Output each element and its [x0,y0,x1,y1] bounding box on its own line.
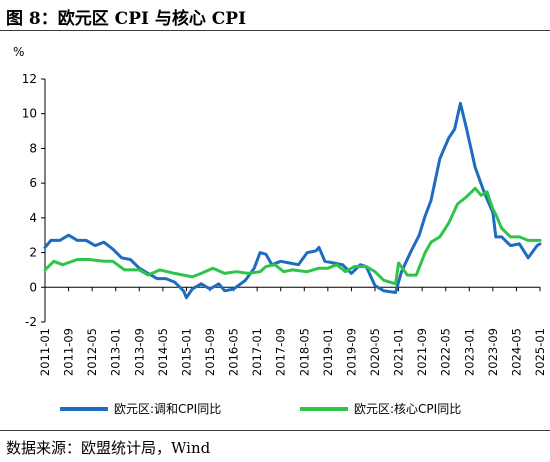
x-tick-label: 2017-01 [250,328,264,376]
x-tick-label: 2013-09 [132,328,146,376]
x-axis: 2011-01 2011-09 2012-05 2013-01 2013-09 2014-… [38,286,547,376]
source-note: 数据来源：欧盟统计局，Wind [6,439,211,457]
legend-label-hicp: 欧元区:调和CPI同比 [114,402,222,416]
y-tick-label: 2 [29,246,37,260]
y-tick-label: 0 [29,280,37,294]
y-axis-unit-label: % [13,45,24,59]
x-tick-label: 2019-09 [344,328,358,376]
x-tick-label: 2023-01 [462,328,476,376]
legend-swatch-core [300,406,348,411]
x-tick-label: 2011-01 [38,328,52,376]
x-tick-label: 2020-05 [368,328,382,376]
x-tick-label: 2024-05 [509,328,523,376]
line-chart: % -2 0 2 4 6 8 10 12 2011-01 2011-09 2012-05 2013-… [13,45,547,376]
x-tick-label: 2017-09 [274,328,288,376]
series-lines [43,101,542,300]
figure-title: 图 8：欧元区 CPI 与核心 CPI [6,9,247,29]
x-tick-label: 2014-05 [156,328,170,376]
x-tick-label: 2013-01 [109,328,123,376]
y-tick-label: 6 [29,176,37,190]
y-tick-label: 12 [22,72,37,86]
series-line-hicp [43,101,542,300]
x-tick-label: 2025-01 [533,328,547,376]
title-rule [0,30,550,31]
legend-item-core: 欧元区:核心CPI同比 [300,400,461,417]
y-axis: -2 0 2 4 6 8 10 12 [22,72,46,329]
y-tick-label: 10 [22,107,37,121]
x-tick-label: 2021-01 [392,328,406,376]
x-tick-label: 2016-05 [227,328,241,376]
x-tick-label: 2019-01 [321,328,335,376]
x-tick-label: 2011-09 [62,328,76,376]
y-tick-label: 4 [29,211,37,225]
x-tick-label: 2015-01 [179,328,193,376]
legend-swatch-hicp [60,406,108,411]
y-tick-label: 8 [29,141,37,155]
source-rule [0,430,550,431]
x-tick-label: 2012-05 [85,328,99,376]
x-tick-label: 2015-09 [203,328,217,376]
x-tick-label: 2021-09 [415,328,429,376]
legend-label-core: 欧元区:核心CPI同比 [354,402,462,416]
x-tick-label: 2018-05 [297,328,311,376]
legend-item-hicp: 欧元区:调和CPI同比 [60,400,221,417]
x-tick-label: 2023-09 [486,328,500,376]
x-tick-label: 2022-05 [439,328,453,376]
y-tick-label: -2 [25,315,37,329]
series-line-core [43,186,542,286]
